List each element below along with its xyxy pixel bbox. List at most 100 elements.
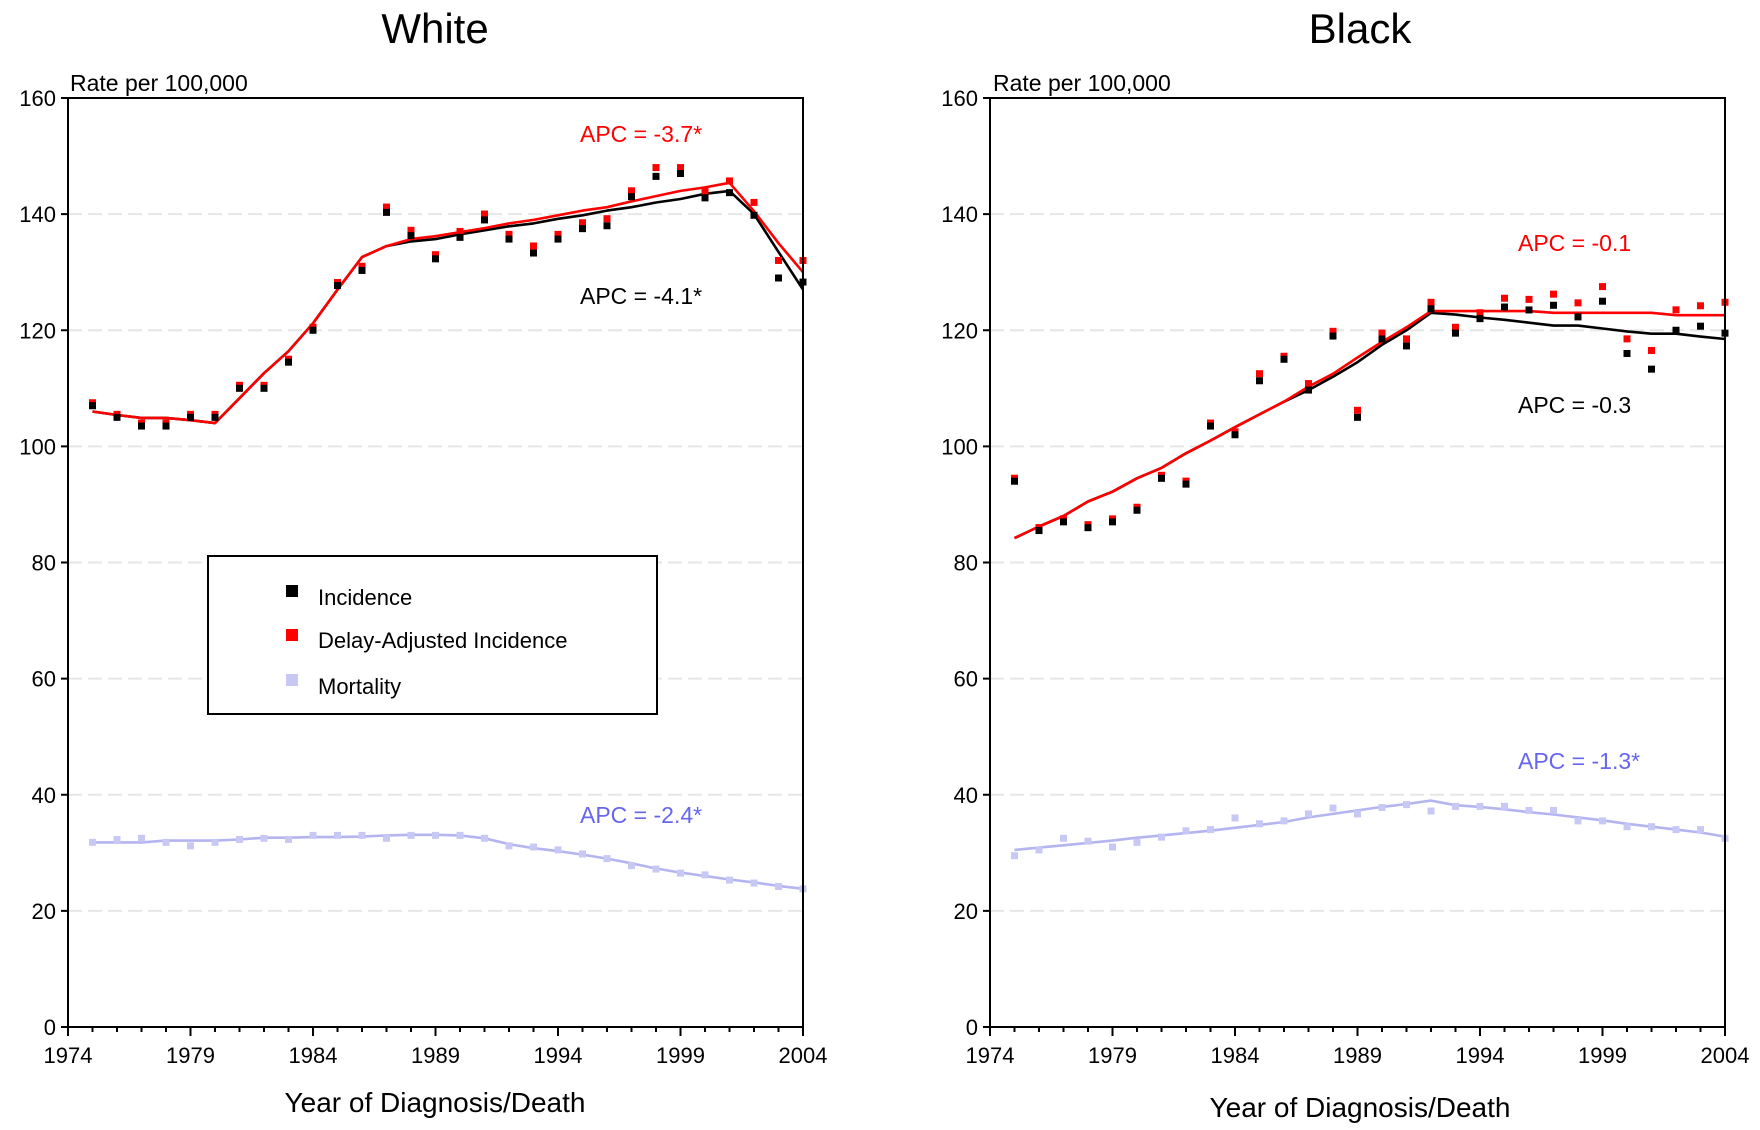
y-tick-label: 60 (32, 667, 56, 692)
trend-lines (1013, 309, 1726, 852)
incidence-point (1452, 329, 1459, 337)
y-tick-labels: 0 20 40 60 80 100 120 140 160 (19, 86, 56, 1040)
x-tick-label: 1984 (1211, 1043, 1260, 1068)
gridlines (990, 213, 1725, 912)
y-tick-label: 60 (954, 667, 978, 692)
x-tick-labels: 1974 1979 1984 1989 1994 1999 2004 (966, 1043, 1750, 1068)
delay-adjusted-point (481, 210, 488, 218)
mortality-point (628, 862, 635, 870)
mortality-point (1011, 852, 1018, 860)
y-tick-label: 160 (19, 86, 56, 111)
apc-mortality-label: APC = -2.4* (580, 802, 702, 828)
incidence-point (1403, 342, 1410, 350)
delay-adjusted-point (456, 227, 464, 235)
y-tick-label: 40 (32, 783, 56, 808)
mortality-point (1672, 826, 1680, 834)
legend-label-incidence: Incidence (318, 585, 412, 610)
incidence-point (481, 216, 488, 224)
delay-adjusted-point (1305, 380, 1312, 388)
plot-frame (989, 97, 1726, 1028)
mortality-point (236, 835, 243, 843)
incidence-point (187, 413, 194, 421)
mortality-point (481, 834, 488, 842)
incidence-point (1378, 335, 1386, 343)
incidence-point (113, 413, 121, 421)
incidence-point (456, 233, 464, 241)
mortality-point (1305, 810, 1312, 818)
incidence-point (1574, 313, 1582, 321)
incidence-point (1599, 297, 1606, 305)
mortality-point (113, 835, 121, 843)
mortality-point (1207, 826, 1214, 834)
incidence-point (1550, 301, 1557, 309)
incidence-point (530, 249, 537, 257)
delay-adjusted-point (1354, 406, 1361, 414)
y-tick-label: 100 (19, 434, 56, 459)
y-tick-label: 0 (44, 1015, 56, 1040)
x-tick-label: 1999 (656, 1043, 705, 1068)
delay-adjusted-point (579, 219, 586, 227)
mortality-point (1378, 804, 1386, 812)
x-tick-label: 1979 (166, 1043, 215, 1068)
data-points (89, 164, 807, 893)
mortality-point (1280, 817, 1288, 825)
panel-white: White Rate per 100,000 0 20 40 60 80 100 120 14… (19, 5, 827, 1118)
delay-adjusted-point (554, 230, 562, 238)
delay-adjusted-point (1427, 298, 1435, 306)
incidence-point (211, 413, 219, 421)
x-tick-label: 1974 (966, 1043, 1015, 1068)
y-tick-label: 20 (32, 899, 56, 924)
mortality-point (1084, 837, 1092, 845)
mortality-trend-line (92, 833, 804, 891)
delay-adjusted-point (1378, 329, 1386, 337)
x-tick-labels: 1974 1979 1984 1989 1994 1999 2004 (44, 1043, 828, 1068)
mortality-point (1574, 817, 1582, 825)
y-axis-label: Rate per 100,000 (70, 70, 248, 96)
x-tick-label: 1974 (44, 1043, 93, 1068)
delay-adjusted-point (750, 198, 758, 206)
x-tick-label: 1989 (1333, 1043, 1382, 1068)
panel-black: Black Rate per 100,000 0 20 40 60 80 100 120 14… (941, 5, 1749, 1123)
delay-adjusted-point (1501, 294, 1508, 302)
y-tick-labels: 0 20 40 60 80 100 120 140 160 (941, 86, 978, 1040)
incidence-point (701, 194, 709, 202)
x-tick-label: 1989 (411, 1043, 460, 1068)
mortality-point (138, 834, 145, 842)
apc-mortality-label: APC = -1.3* (1518, 748, 1640, 774)
incidence-point (579, 225, 586, 233)
x-tick-label: 2004 (1701, 1043, 1750, 1068)
delay-adjusted-point (432, 251, 439, 259)
mortality-point (1060, 834, 1067, 842)
delay-adjusted-point (1574, 299, 1582, 307)
y-tick-label: 40 (954, 783, 978, 808)
incidence-point (1476, 315, 1484, 323)
legend-swatch-mortality (286, 674, 298, 686)
incidence-point (1648, 365, 1655, 373)
delay-adjusted-incidence-trend-line (1013, 309, 1725, 540)
delay-adjusted-point (628, 187, 635, 195)
y-tick-label: 0 (966, 1015, 978, 1040)
incidence-point (432, 255, 439, 263)
incidence-point (260, 384, 268, 392)
mortality-point (775, 882, 782, 890)
mortality-point (1329, 804, 1337, 812)
trend-lines (92, 181, 805, 891)
y-tick-label: 80 (954, 551, 978, 576)
mortality-point (334, 831, 341, 839)
apc-incidence-label: APC = -4.1* (580, 283, 702, 309)
incidence-point (1158, 474, 1165, 482)
mortality-point (260, 834, 268, 842)
mortality-point (1182, 827, 1190, 835)
incidence-point (603, 222, 611, 230)
mortality-point (89, 838, 96, 846)
delay-adjusted-point (1672, 306, 1680, 314)
delay-adjusted-point (1599, 283, 1606, 291)
y-tick-label: 80 (32, 551, 56, 576)
incidence-point (1060, 518, 1067, 526)
chart-title: White (381, 5, 488, 52)
mortality-point (1623, 823, 1631, 831)
incidence-point (1329, 332, 1337, 340)
mortality-trend-line (1014, 799, 1726, 852)
delay-adjusted-point (407, 226, 415, 234)
